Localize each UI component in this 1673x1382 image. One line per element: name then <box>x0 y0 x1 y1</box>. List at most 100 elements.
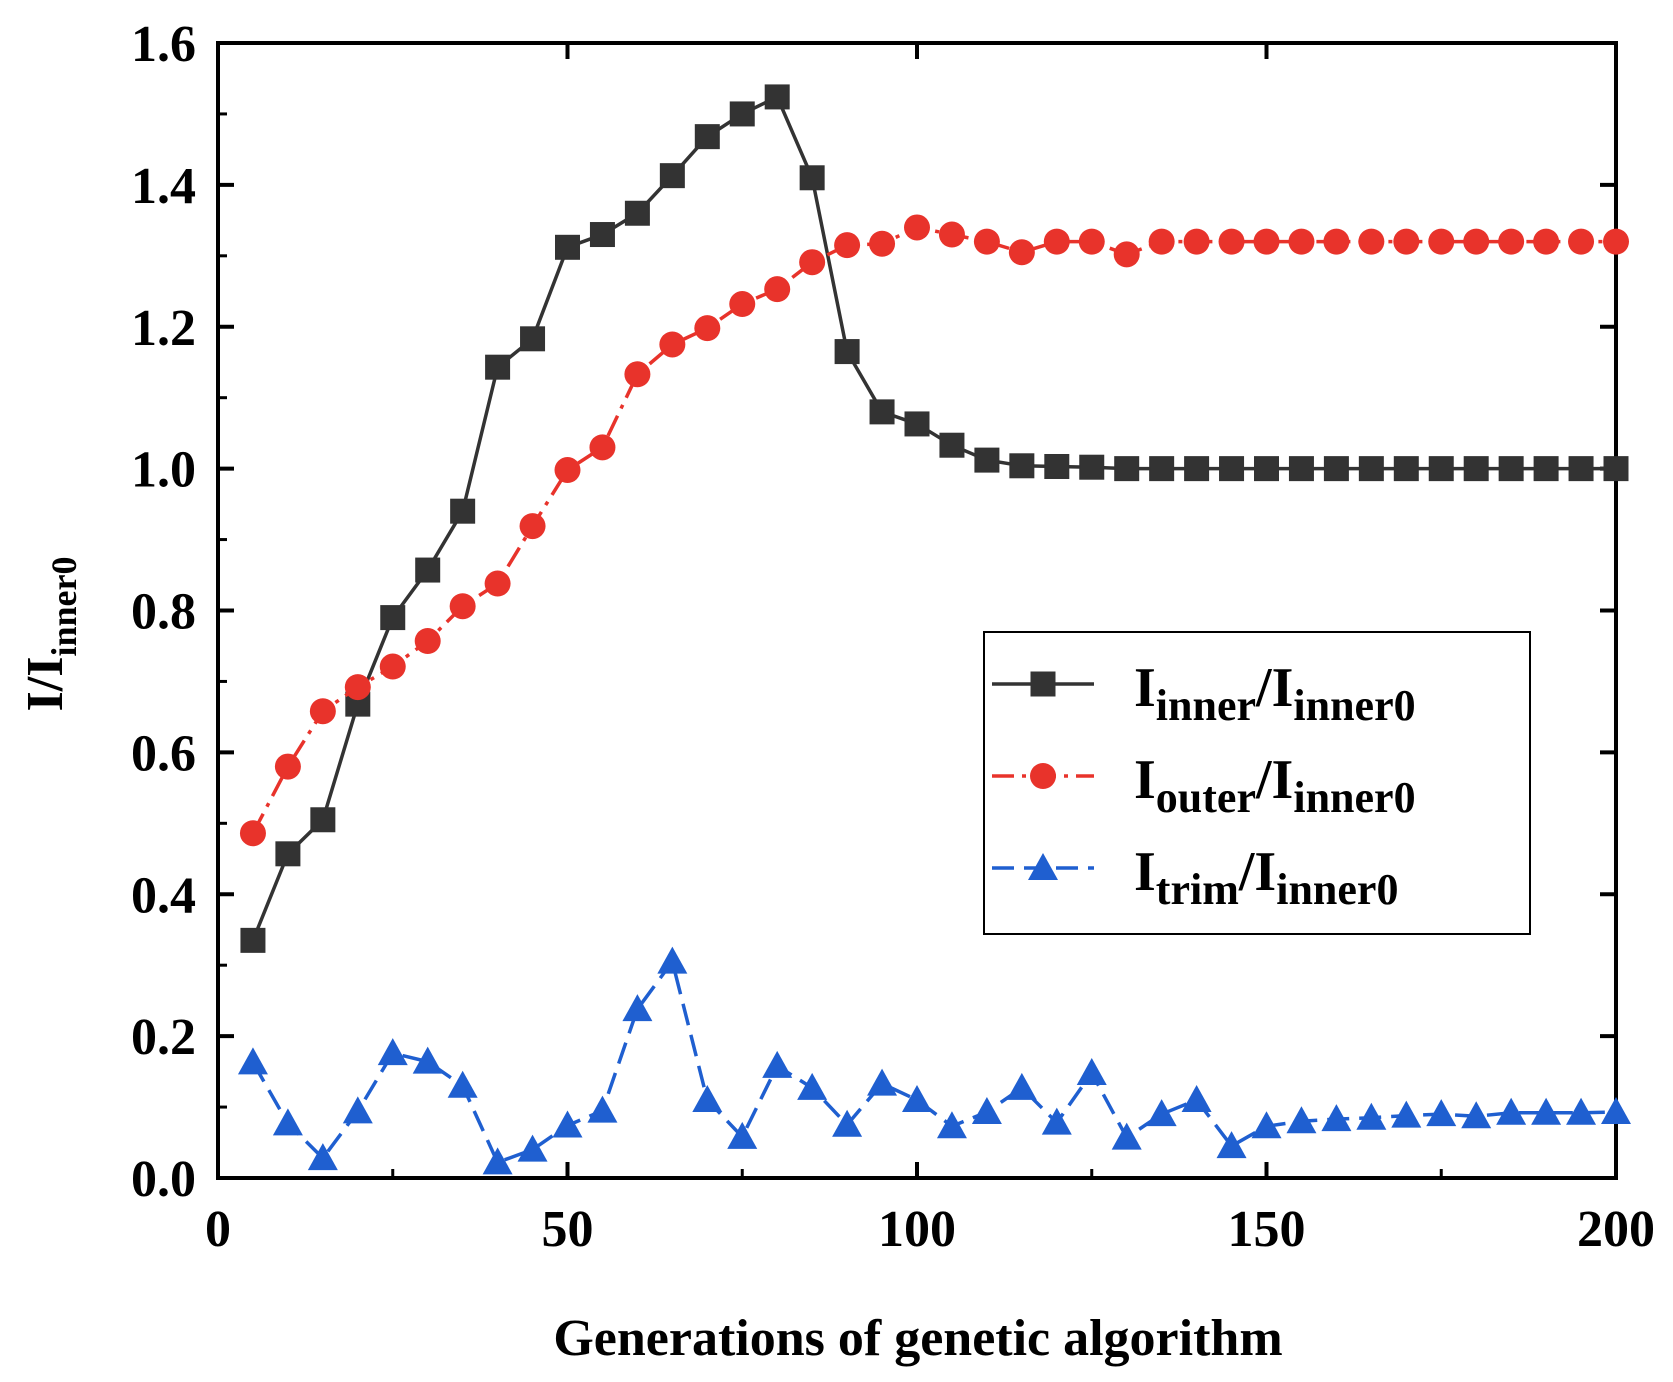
data-point <box>1428 228 1455 255</box>
data-point <box>694 124 720 150</box>
axis-labels: Generations of genetic algorithm I/Iinne… <box>17 557 1283 1367</box>
data-point <box>237 1047 268 1075</box>
y-axis-title-main: I/I <box>17 657 74 712</box>
data-point <box>1358 228 1385 255</box>
data-point <box>659 331 686 358</box>
data-point <box>1496 1097 1527 1125</box>
data-point <box>1601 1097 1631 1125</box>
data-point <box>1288 228 1315 255</box>
data-point <box>309 698 336 725</box>
data-point <box>380 605 406 631</box>
data-point <box>1286 1106 1317 1134</box>
legend-label-part: I <box>1134 841 1156 903</box>
data-point <box>447 1070 478 1098</box>
data-point <box>1288 456 1314 482</box>
data-point <box>1041 1107 1072 1135</box>
y-tick-label: 1.6 <box>131 16 196 73</box>
data-point <box>1531 1097 1562 1125</box>
x-tick-label: 50 <box>542 1201 594 1258</box>
data-point <box>1603 456 1629 482</box>
data-point <box>729 291 756 318</box>
data-point <box>869 399 895 425</box>
data-point <box>869 230 896 257</box>
data-point <box>1008 239 1035 266</box>
data-point <box>240 927 266 953</box>
x-tick-label: 200 <box>1577 1201 1655 1258</box>
y-tick-label: 0.4 <box>131 867 196 924</box>
y-tick-label: 1.2 <box>131 300 196 357</box>
series-outer <box>239 214 1629 847</box>
legend-marker <box>1028 853 1058 880</box>
data-point <box>1253 228 1280 255</box>
data-point <box>974 447 1000 473</box>
y-tick-label: 0.6 <box>131 725 196 782</box>
data-point <box>762 1050 793 1078</box>
data-point <box>834 339 860 365</box>
data-point <box>1079 454 1105 480</box>
data-point <box>1218 228 1245 255</box>
y-axis-title: I/Iinner0 <box>17 557 84 712</box>
data-point <box>1321 1104 1352 1132</box>
data-point <box>517 1134 548 1162</box>
data-point <box>1463 456 1489 482</box>
series-line <box>251 957 1617 1165</box>
plot-frame <box>216 41 1618 1180</box>
y-tick-label: 1.4 <box>131 158 196 215</box>
data-point <box>272 1108 303 1136</box>
data-point <box>519 513 546 540</box>
y-tick-label: 0.8 <box>131 584 196 641</box>
legend-label-part: /I <box>1238 841 1276 903</box>
data-point <box>1393 456 1419 482</box>
data-point <box>1148 228 1175 255</box>
y-tick-label: 0.2 <box>131 1009 196 1066</box>
data-point <box>799 165 825 191</box>
data-point <box>1603 228 1629 255</box>
data-point <box>1076 1058 1107 1086</box>
data-point <box>342 1096 373 1124</box>
series-group <box>237 84 1631 1175</box>
data-point <box>1113 241 1140 268</box>
data-point <box>622 994 653 1022</box>
data-point <box>939 432 965 458</box>
data-point <box>729 101 755 127</box>
legend-marker <box>1030 763 1056 789</box>
data-point <box>587 1095 618 1123</box>
legend-label-part: I <box>1134 749 1156 811</box>
series-line <box>251 94 1616 942</box>
data-point <box>379 653 406 680</box>
data-point <box>450 498 476 524</box>
data-point <box>307 1143 338 1171</box>
data-point <box>1146 1099 1177 1127</box>
data-point <box>971 1097 1002 1125</box>
data-point <box>1463 228 1490 255</box>
data-point <box>1114 456 1140 482</box>
data-point <box>764 276 791 303</box>
data-point <box>310 807 336 833</box>
data-point <box>692 1084 723 1112</box>
data-point <box>1391 1100 1422 1128</box>
data-point <box>520 326 546 352</box>
data-point <box>1426 1099 1457 1127</box>
data-point <box>589 434 616 461</box>
legend-label-part: trim <box>1156 865 1239 914</box>
data-point <box>377 1038 408 1066</box>
legend-label-part: inner <box>1156 681 1256 730</box>
data-point <box>1533 228 1560 255</box>
series-line <box>251 225 1616 835</box>
data-point <box>1568 456 1594 482</box>
data-point <box>1009 453 1035 479</box>
data-point <box>1111 1122 1142 1150</box>
data-point <box>904 411 930 437</box>
data-point <box>1323 456 1349 482</box>
data-point <box>275 841 301 867</box>
data-point <box>834 232 861 259</box>
data-point <box>1428 456 1454 482</box>
data-point <box>657 946 688 974</box>
data-point <box>938 221 965 248</box>
y-tick-label: 1.0 <box>131 442 196 499</box>
data-point <box>1566 1097 1597 1125</box>
data-point <box>482 1147 513 1175</box>
data-point <box>973 228 1000 255</box>
data-point <box>624 361 651 388</box>
